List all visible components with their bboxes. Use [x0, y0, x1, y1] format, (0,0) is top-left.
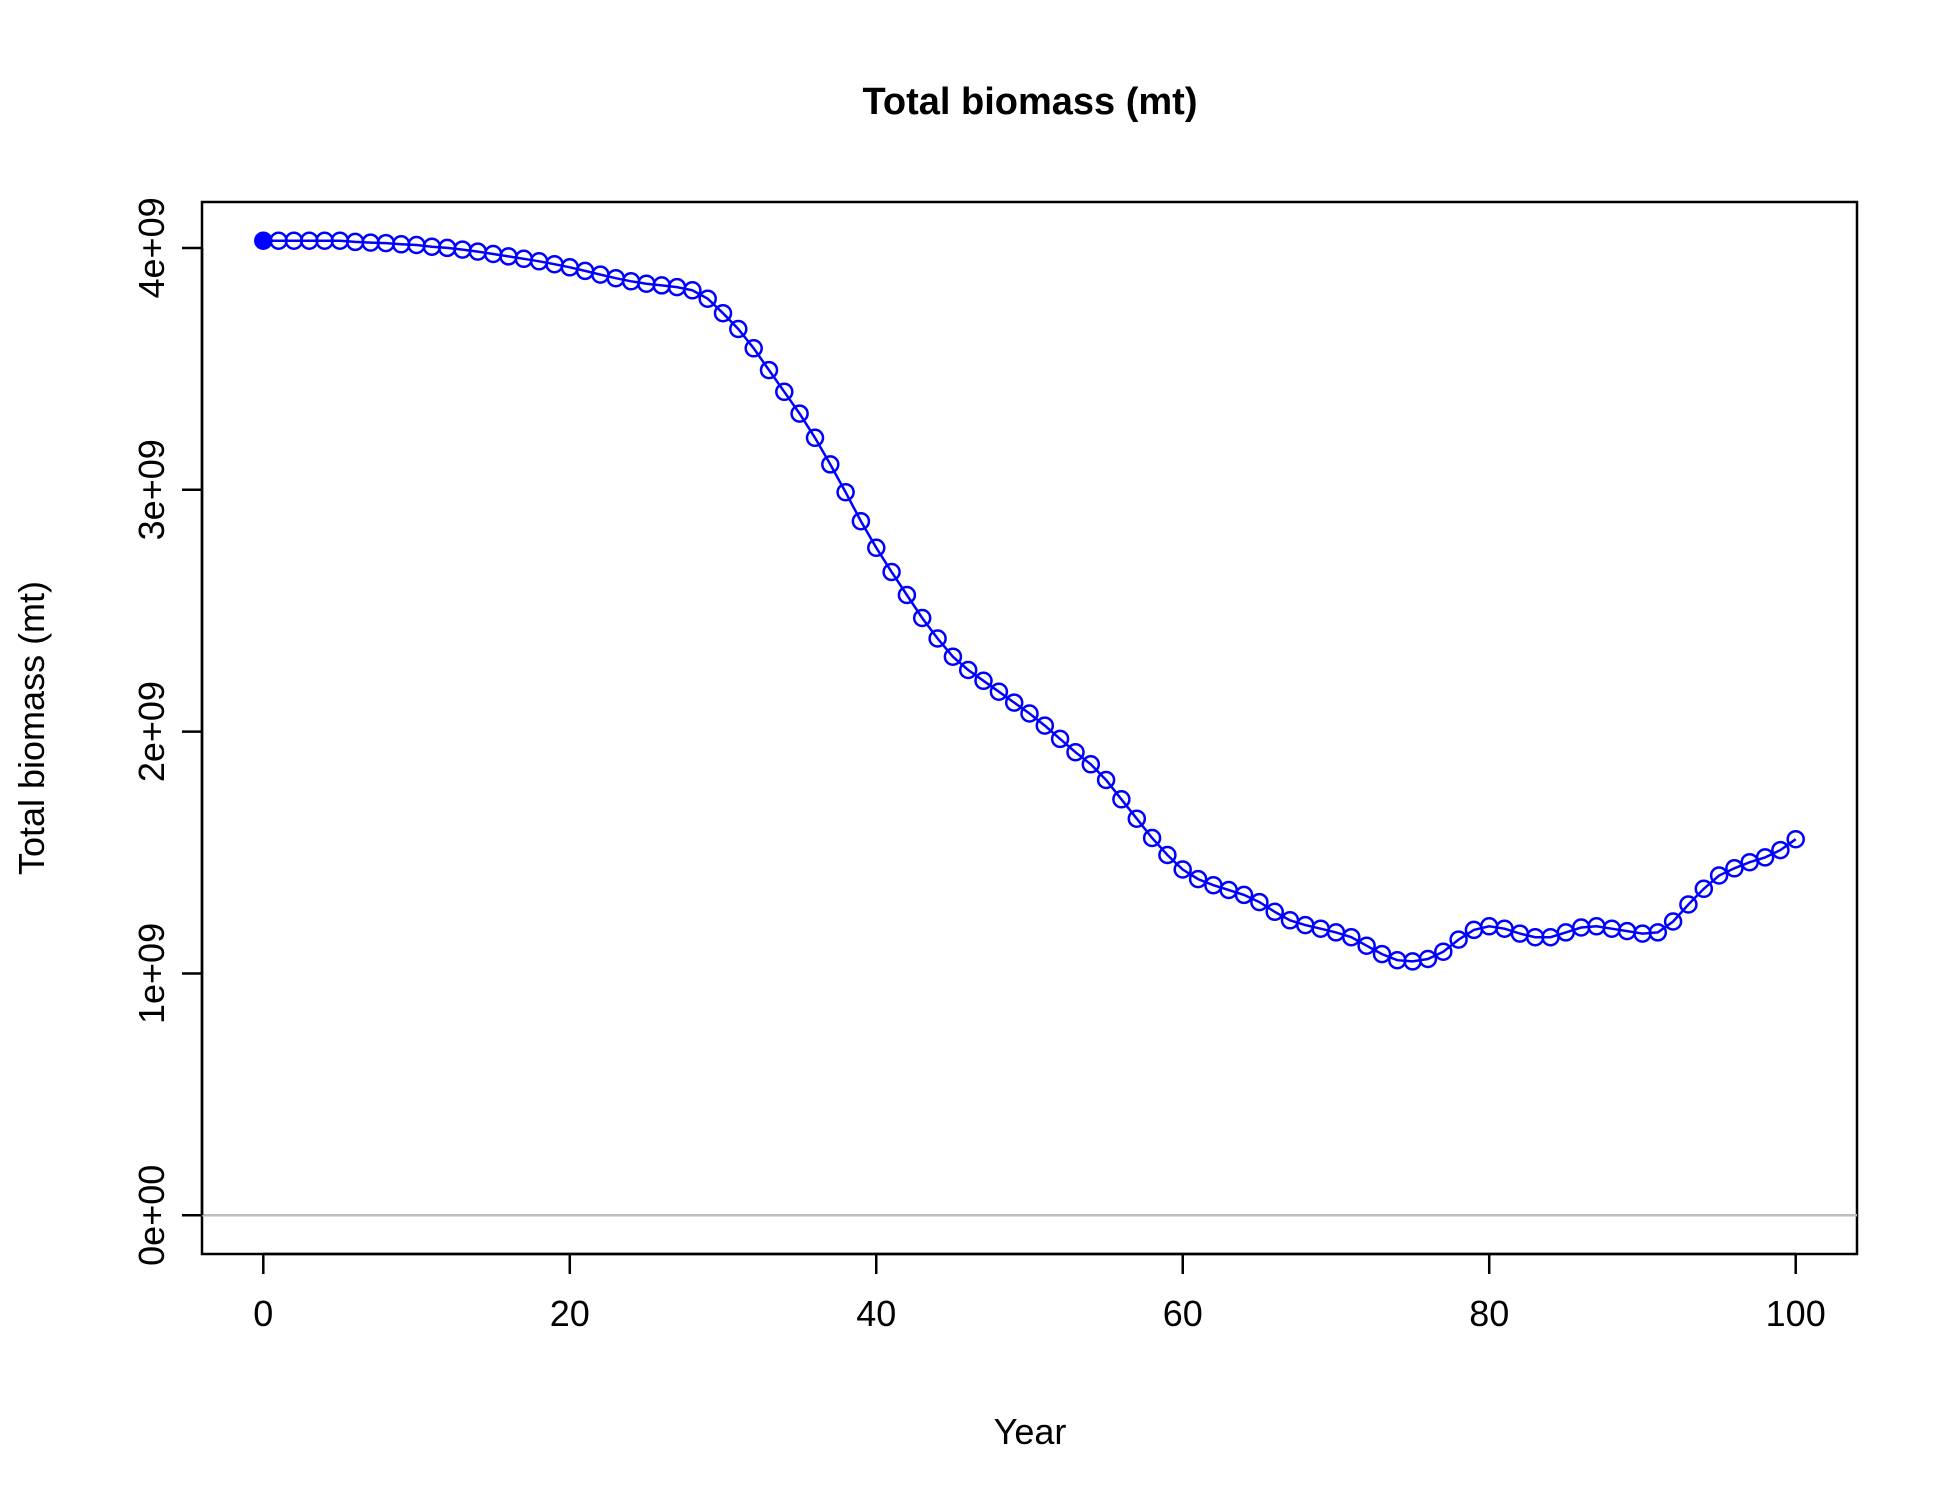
series-point	[1418, 949, 1438, 969]
series-point	[1372, 944, 1392, 964]
series-point	[851, 511, 871, 531]
x-tick-label: 40	[856, 1293, 896, 1334]
series-point	[1771, 840, 1790, 860]
series-point	[1694, 879, 1714, 899]
series-point	[1127, 809, 1147, 828]
series-point	[1081, 755, 1101, 774]
series-point	[729, 319, 748, 339]
series-point	[713, 303, 733, 323]
series-point	[744, 339, 763, 358]
series-point	[1648, 923, 1668, 942]
x-tick-label: 20	[550, 1293, 590, 1334]
series-point	[683, 281, 702, 300]
y-tick-label: 0e+00	[131, 1165, 172, 1266]
series-point	[912, 608, 932, 628]
y-tick-label: 4e+09	[131, 197, 172, 298]
series-point	[1066, 742, 1085, 762]
series-line	[263, 239, 1797, 963]
series-point	[1035, 716, 1055, 735]
series-point	[1449, 930, 1468, 949]
series-point	[698, 289, 717, 308]
series-point	[1173, 860, 1192, 879]
series-point	[1725, 859, 1744, 878]
chart-title: Total biomass (mt)	[863, 81, 1198, 123]
series-point	[1786, 829, 1805, 849]
y-tick-label: 3e+09	[131, 439, 172, 540]
x-tick-label: 60	[1163, 1293, 1203, 1334]
y-axis-label: Total biomass (mt)	[11, 581, 52, 875]
series-point	[958, 660, 978, 680]
series-point	[897, 585, 917, 605]
series-point	[1050, 729, 1070, 749]
x-tick-label: 0	[253, 1293, 273, 1334]
series-point	[790, 404, 809, 423]
series-point	[821, 455, 840, 474]
series-point	[1020, 704, 1039, 723]
series-point	[1250, 892, 1269, 912]
series-point	[1234, 885, 1254, 905]
series-point	[943, 647, 963, 666]
series-point	[1112, 790, 1131, 809]
y-axis: 0e+00 1e+09 2e+09 3e+09 4e+09	[131, 197, 204, 1266]
series-point	[805, 428, 825, 448]
series-point	[867, 538, 886, 558]
series-point	[882, 562, 901, 582]
series-point	[1663, 912, 1683, 931]
y-tick-label: 1e+09	[131, 923, 172, 1024]
series-point	[1434, 942, 1453, 961]
x-axis: 0 20 40 60 80 100	[253, 1252, 1826, 1334]
x-axis-label: Year	[994, 1411, 1067, 1452]
series-point	[1096, 770, 1116, 790]
series-point	[1265, 902, 1284, 922]
series-point	[1342, 927, 1361, 947]
series-point	[1709, 866, 1729, 885]
plot-frame	[200, 200, 1859, 1256]
series-point	[1158, 845, 1177, 865]
series-point	[1142, 828, 1162, 848]
series-point	[759, 360, 779, 380]
series-point	[989, 682, 1009, 701]
x-tick-label: 80	[1469, 1293, 1509, 1334]
series-point	[928, 629, 947, 648]
series-point-initial	[254, 231, 273, 250]
series-point	[1679, 895, 1698, 914]
x-tick-label: 100	[1766, 1293, 1826, 1334]
series-point	[836, 482, 855, 502]
series-point	[974, 671, 993, 691]
series-point	[775, 382, 794, 402]
y-tick-label: 2e+09	[131, 681, 172, 782]
series-point	[1755, 848, 1775, 867]
series-point	[1004, 693, 1024, 712]
series-point	[1357, 936, 1376, 955]
series-layer	[254, 231, 1805, 971]
series-point	[1188, 869, 1208, 889]
